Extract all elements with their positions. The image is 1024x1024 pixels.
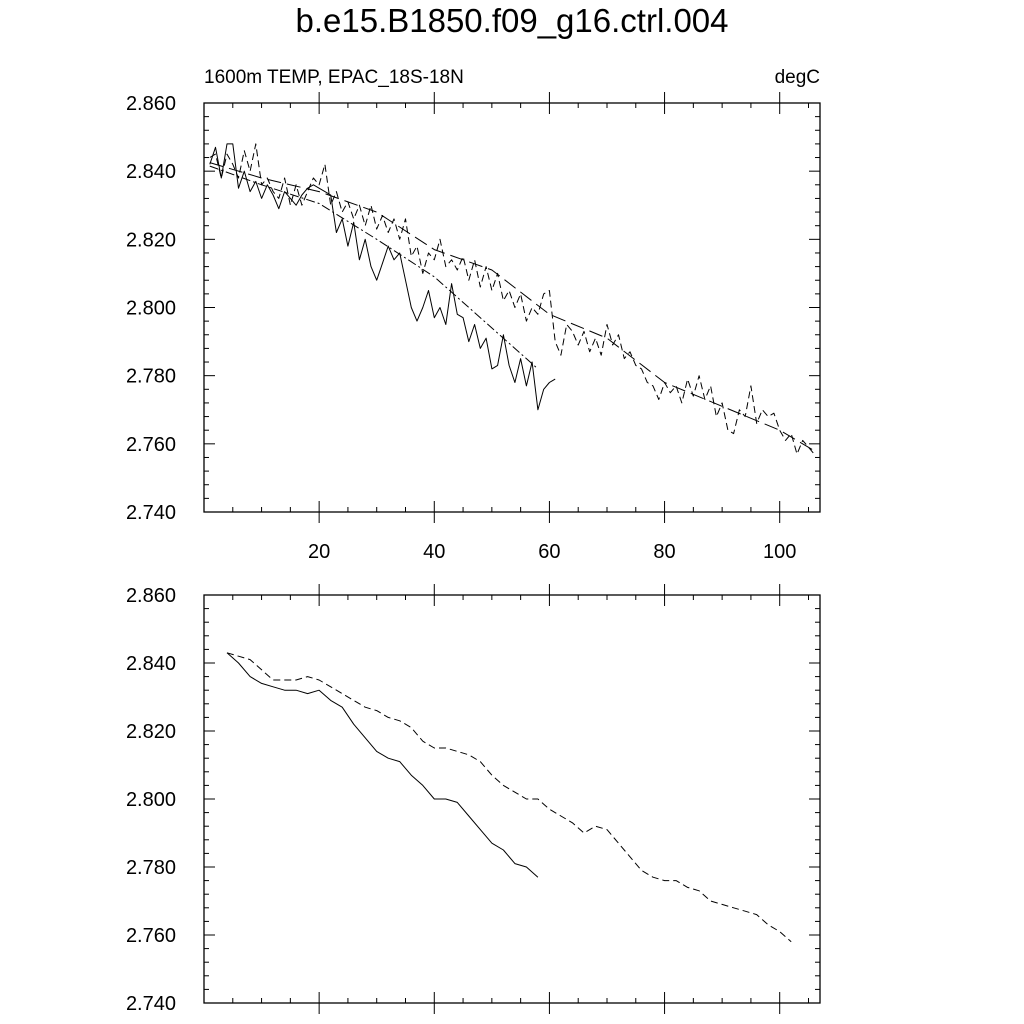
top-x-tick-label: 40 [423,541,445,563]
top-panel-units-label: degC [775,67,820,88]
bottom-series-line-dashed [226,652,792,943]
bottom-y-tick-label: 2.760 [126,925,176,947]
bottom-panel: 2.740 2.760 2.780 2.800 2.820 2.840 2.860 [126,584,821,1015]
top-panel-left-label: 1600m TEMP, EPAC_18S-18N [204,67,464,88]
top-series-line-solid [209,143,556,411]
top-series-line-dashed [209,143,815,455]
top-x-tick-label: 20 [308,541,330,563]
top-series-line-dashdot [209,165,539,370]
top-y-tick-label: 2.800 [126,298,176,320]
top-y-tick-label: 2.820 [126,229,176,251]
bottom-y-tick-label: 2.840 [126,653,176,675]
bottom-series-line-solid [226,652,539,878]
top-y-tick-label: 2.840 [126,161,176,183]
top-y-tick-label: 2.740 [126,502,176,524]
top-y-tick-label: 2.780 [126,366,176,388]
bottom-y-tick-label: 2.820 [126,721,176,743]
top-y-tick-label: 2.760 [126,434,176,456]
top-x-tick-label: 80 [653,541,675,563]
top-plot-frame [203,102,821,513]
bottom-y-tick-label: 2.740 [126,993,176,1015]
top-x-tick-label: 60 [538,541,560,563]
top-y-tick-label: 2.860 [126,93,176,115]
bottom-plot-frame [203,594,821,1004]
bottom-y-tick-label: 2.780 [126,857,176,879]
chart-title: b.e15.B1850.f09_g16.ctrl.004 [295,2,729,39]
top-series-line-longdash [209,162,815,452]
top-x-tick-label: 100 [763,541,796,563]
bottom-y-tick-label: 2.800 [126,789,176,811]
top-panel: 1600m TEMP, EPAC_18S-18N degC 2.740 2.760… [126,67,821,563]
bottom-y-tick-label: 2.860 [126,585,176,607]
